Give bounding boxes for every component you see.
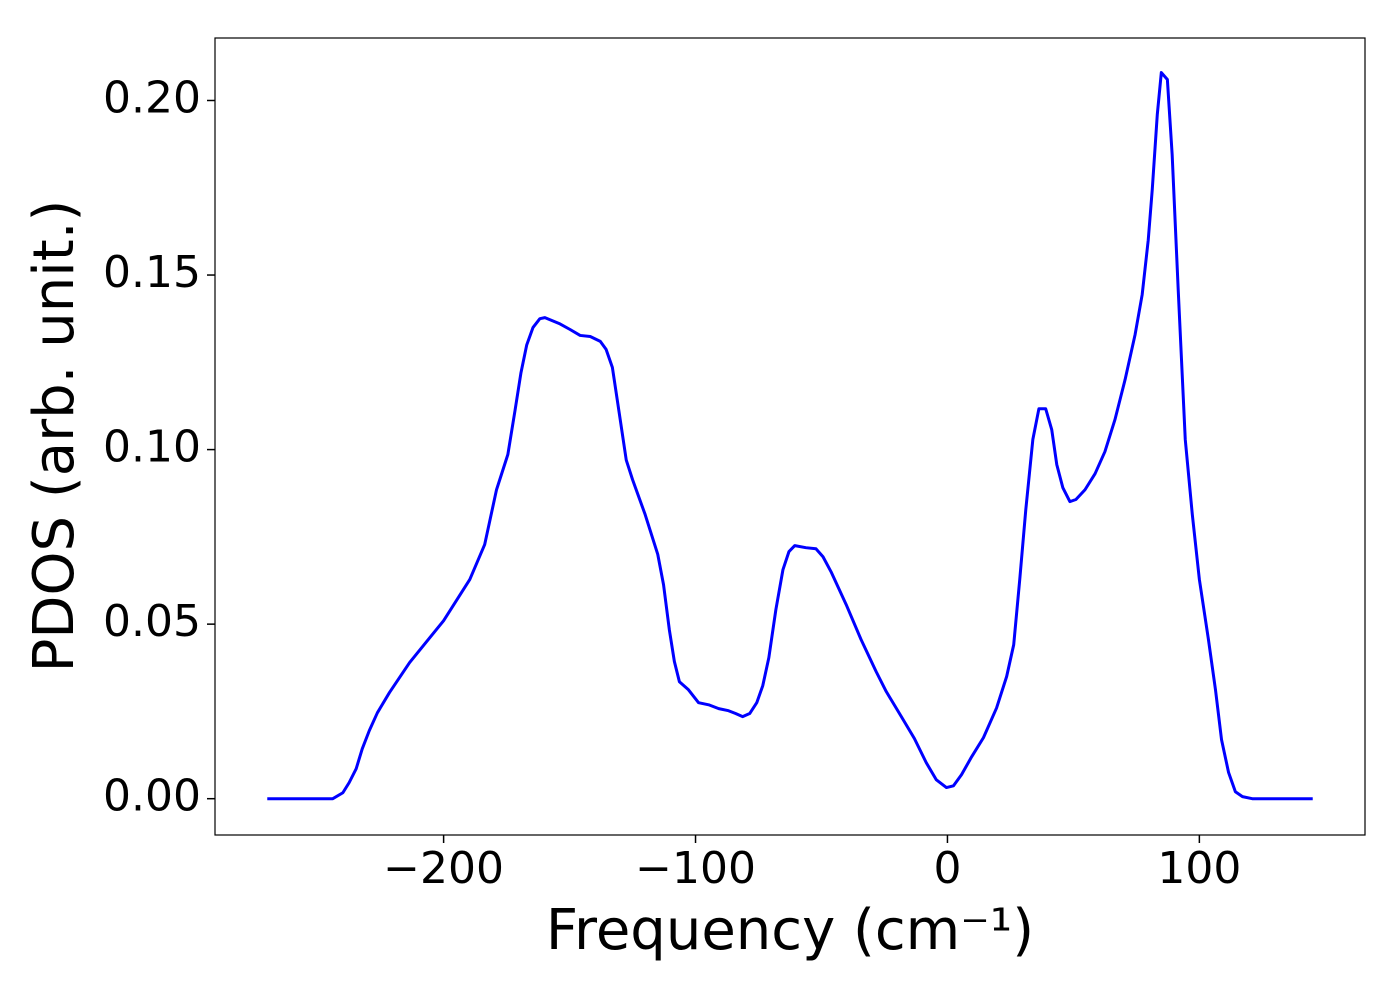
x-tick-label: 100: [1157, 843, 1241, 894]
x-tick-label: 0: [933, 843, 961, 894]
x-tick-label: −200: [383, 843, 504, 894]
y-tick-label: 0.05: [103, 596, 201, 647]
y-tick-label: 0.00: [103, 771, 201, 822]
y-axis-label: PDOS (arb. unit.): [22, 200, 87, 673]
x-axis-label: Frequency (cm⁻¹): [546, 898, 1034, 963]
y-tick-label: 0.20: [103, 72, 201, 123]
x-tick-label: −100: [635, 843, 756, 894]
y-tick-label: 0.10: [103, 422, 201, 473]
y-tick-label: 0.15: [103, 247, 201, 298]
plot-frame: [214, 37, 1366, 836]
data-line: [267, 71, 1313, 801]
